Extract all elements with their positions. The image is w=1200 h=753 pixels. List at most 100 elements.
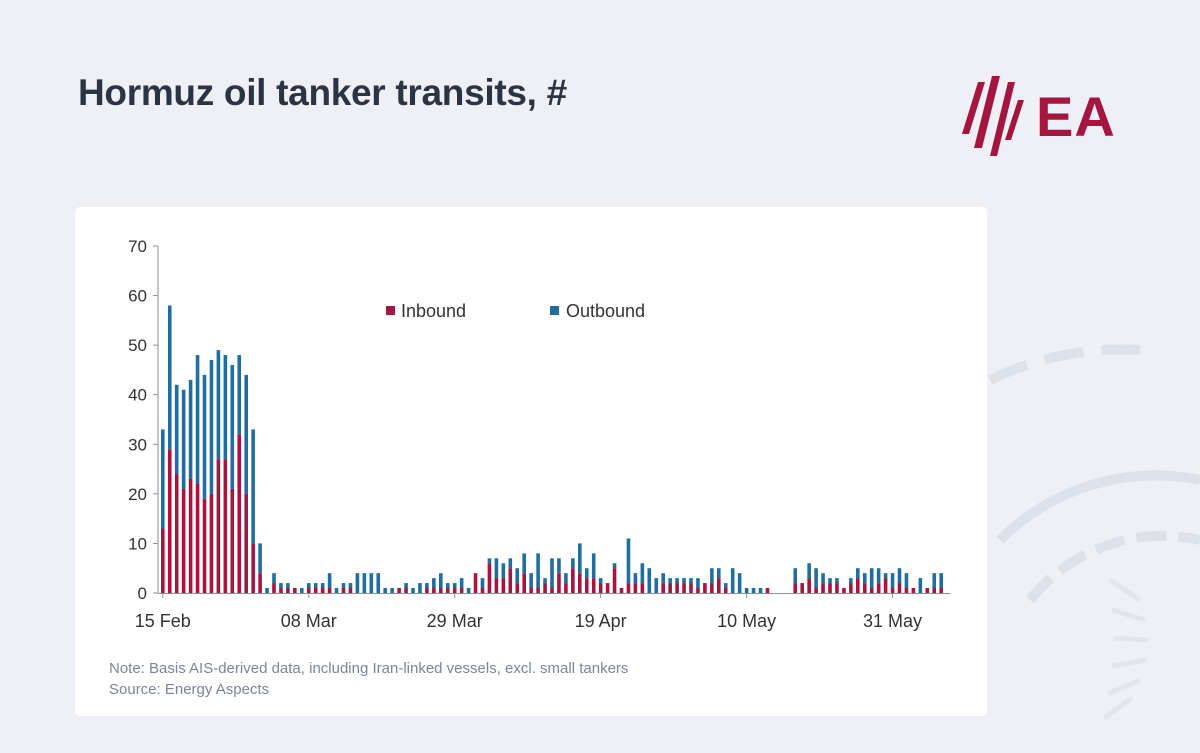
bar-inbound xyxy=(842,588,846,593)
bar-inbound xyxy=(696,588,700,593)
bar-outbound xyxy=(188,379,193,479)
x-tick-label: 10 May xyxy=(717,611,776,631)
bar-outbound xyxy=(529,573,533,589)
y-tick-label: 30 xyxy=(128,435,147,454)
bar-outbound xyxy=(723,583,728,589)
bar-outbound xyxy=(758,588,763,593)
bar-inbound xyxy=(598,583,603,593)
bar-outbound xyxy=(320,583,325,589)
bar-outbound xyxy=(918,578,923,593)
bar-inbound xyxy=(584,578,589,593)
bar-outbound xyxy=(932,573,937,589)
bar-inbound xyxy=(911,588,916,593)
y-tick-label: 50 xyxy=(128,336,147,355)
bar-inbound xyxy=(807,578,811,593)
bar-outbound xyxy=(272,573,276,584)
y-tick-label: 40 xyxy=(128,386,147,405)
bar-outbound xyxy=(181,389,186,489)
bar-outbound xyxy=(161,429,165,529)
logo-stripe-1 xyxy=(962,82,985,134)
bar-outbound xyxy=(341,583,346,589)
bar-outbound xyxy=(598,578,603,584)
bar-inbound xyxy=(682,583,686,593)
y-tick-label: 70 xyxy=(128,237,147,256)
bar-outbound xyxy=(730,568,735,593)
bar-outbound xyxy=(334,588,339,593)
x-tick-label: 19 Apr xyxy=(575,611,627,631)
bar-inbound xyxy=(251,543,255,593)
bar-outbound xyxy=(348,583,353,589)
bar-inbound xyxy=(209,493,214,593)
bar-outbound xyxy=(536,553,540,589)
bar-inbound xyxy=(161,528,165,593)
bar-outbound xyxy=(286,583,290,589)
bar-outbound xyxy=(425,583,429,589)
bar-outbound xyxy=(869,568,874,589)
bar-inbound xyxy=(814,588,818,593)
bar-outbound xyxy=(439,573,443,589)
bar-inbound xyxy=(459,588,464,593)
bar-inbound xyxy=(550,588,554,593)
bar-inbound xyxy=(313,588,318,593)
bar-inbound xyxy=(883,578,888,593)
bar-inbound xyxy=(578,573,582,593)
bar-inbound xyxy=(710,583,714,593)
bar-outbound xyxy=(383,588,387,593)
bar-inbound xyxy=(508,568,513,593)
note-text: Note: Basis AIS-derived data, including … xyxy=(109,660,629,677)
bar-inbound xyxy=(835,583,839,593)
bar-outbound xyxy=(856,568,860,579)
bar-outbound xyxy=(807,563,811,579)
bar-outbound xyxy=(751,588,756,593)
bar-outbound xyxy=(710,568,714,584)
bar-outbound xyxy=(209,360,214,494)
bar-outbound xyxy=(362,573,367,593)
bar-inbound xyxy=(821,583,825,593)
bar-outbound xyxy=(466,588,471,593)
bar-inbound xyxy=(341,588,346,593)
legend-label-inbound: Inbound xyxy=(401,301,466,321)
bar-outbound xyxy=(793,568,798,584)
y-tick-label: 0 xyxy=(138,584,147,603)
x-tick-label: 08 Mar xyxy=(281,611,337,631)
bar-inbound xyxy=(619,588,624,593)
x-tick-label: 15 Feb xyxy=(135,611,191,631)
bar-inbound xyxy=(487,563,492,593)
bar-inbound xyxy=(661,583,665,593)
bar-inbound xyxy=(327,588,332,593)
bar-inbound xyxy=(612,568,617,593)
bar-outbound xyxy=(251,429,255,544)
bar-inbound xyxy=(439,588,443,593)
bar-outbound xyxy=(355,573,360,593)
bar-outbound xyxy=(230,364,235,489)
bar-inbound xyxy=(633,583,638,593)
bar-inbound xyxy=(195,483,200,593)
bar-outbound xyxy=(696,578,700,589)
y-tick-label: 10 xyxy=(128,534,147,553)
bar-inbound xyxy=(237,434,242,593)
bar-inbound xyxy=(404,588,408,593)
bar-inbound xyxy=(230,488,235,593)
bar-outbound xyxy=(501,563,506,579)
bar-inbound xyxy=(244,493,248,593)
bar-outbound xyxy=(876,568,881,584)
y-tick-label: 20 xyxy=(128,485,147,504)
bar-inbound xyxy=(452,588,457,593)
chart-card: 0 10 20 30 40 50 60 70 15 Feb 08 Mar 29 Mar 19 Apr 1… xyxy=(75,207,987,716)
bar-outbound xyxy=(494,558,499,579)
bar-outbound xyxy=(244,374,248,494)
bar-inbound xyxy=(800,583,804,593)
legend-swatch-inbound xyxy=(386,306,395,315)
bar-outbound xyxy=(195,355,200,484)
bar-outbound xyxy=(327,573,332,589)
bar-inbound xyxy=(348,588,353,593)
logo-stripe-4 xyxy=(1005,100,1024,140)
bar-outbound xyxy=(237,355,242,435)
bar-inbound xyxy=(445,588,450,593)
bar-outbound xyxy=(571,558,575,569)
bar-inbound xyxy=(932,588,937,593)
bar-inbound xyxy=(397,588,401,593)
bar-outbound xyxy=(376,573,381,593)
bar-inbound xyxy=(849,583,853,593)
bar-inbound xyxy=(890,588,895,593)
